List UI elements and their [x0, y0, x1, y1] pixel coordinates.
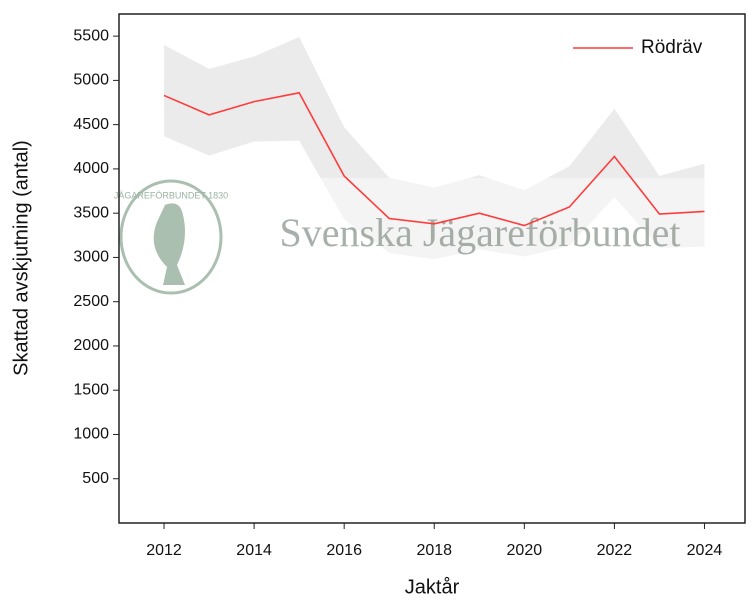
y-tick-label: 2000 [73, 337, 109, 354]
x-tick-label: 2018 [416, 542, 452, 559]
y-tick-label: 1500 [73, 381, 109, 398]
y-tick-label: 4000 [73, 160, 109, 177]
y-tick-label: 5500 [73, 27, 109, 44]
watermark-backdrop [121, 178, 743, 296]
plot-frame [118, 13, 746, 524]
logo-bird [153, 203, 185, 285]
y-tick-label: 3500 [73, 204, 109, 221]
x-tick-label: 2014 [236, 542, 272, 559]
x-tick-label: 2012 [146, 542, 182, 559]
y-tick-label: 2500 [73, 293, 109, 310]
x-tick-label: 2016 [326, 542, 362, 559]
logo-text: JÄGAREFÖRBUNDET 1830 [114, 190, 228, 200]
y-tick-label: 1000 [73, 426, 109, 443]
y-tick-label: 5000 [73, 72, 109, 89]
x-tick-label: 2024 [687, 542, 723, 559]
x-tick-label: 2022 [597, 542, 633, 559]
y-tick-label: 3000 [73, 249, 109, 266]
y-tick-label: 4500 [73, 116, 109, 133]
data-line [163, 91, 705, 227]
x-tick-label: 2020 [507, 542, 543, 559]
watermark: JÄGAREFÖRBUNDET 1830 Svenska Jägareförbun… [114, 178, 743, 296]
legend-label: Rödräv [641, 37, 703, 58]
y-tick-label: 500 [82, 470, 109, 487]
x-axis-label: Jaktår [405, 576, 460, 598]
y-axis-label: Skattad avskjutning (antal) [10, 140, 32, 376]
watermark-text: Svenska Jägareförbundet [280, 210, 681, 255]
